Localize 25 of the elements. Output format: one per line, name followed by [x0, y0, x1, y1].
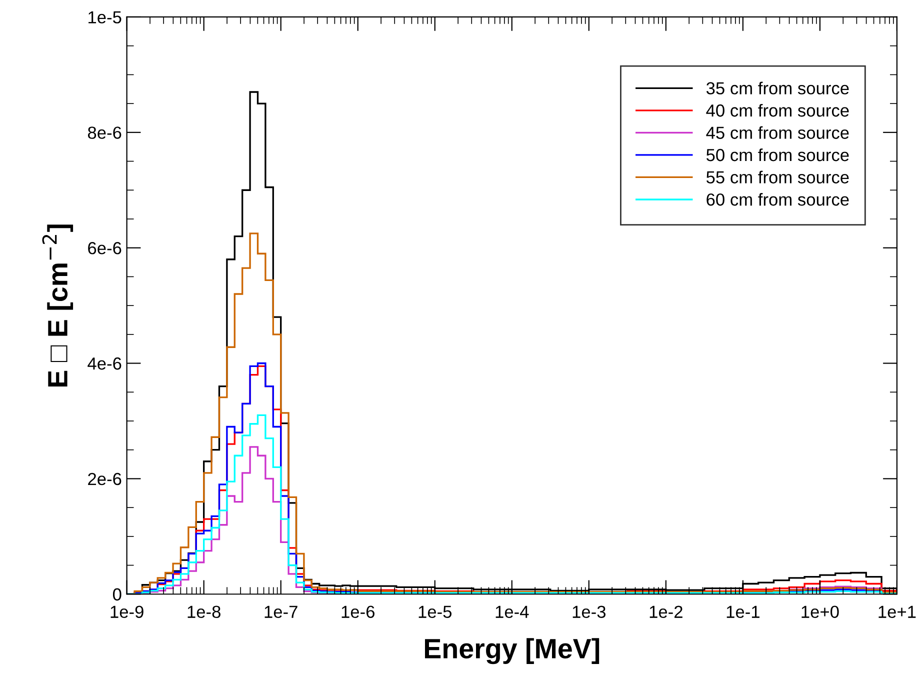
- x-tick-label: 1e-9: [110, 606, 144, 618]
- y-tick-label: 8e-6: [88, 126, 122, 139]
- y-axis-title: E □ E [cm$^{−2}$]: [42, 224, 74, 386]
- x-tick-label: 1e-8: [188, 606, 220, 618]
- legend-label: 60 cm from source: [706, 193, 849, 206]
- x-tick-label: 1e-5: [418, 606, 452, 618]
- x-tick-label: 1e+0: [802, 606, 839, 618]
- y-tick-label: 1e-5: [88, 11, 122, 24]
- legend-label: 35 cm from source: [706, 82, 849, 94]
- x-tick-label: 1e-4: [496, 606, 529, 618]
- y-tick-label: 0: [112, 588, 122, 601]
- x-tick-label: 1e-3: [572, 606, 606, 618]
- legend-label: 45 cm from source: [706, 126, 849, 139]
- y-tick-label: 6e-6: [88, 242, 122, 254]
- legend-label: 55 cm from source: [706, 170, 849, 184]
- y-tick-label: 2e-6: [88, 472, 122, 486]
- x-tick-label: 1e-2: [650, 606, 682, 618]
- legend-label: 50 cm from source: [706, 148, 849, 162]
- x-tick-label: 1e+1: [878, 606, 916, 618]
- x-tick-label: 1e-1: [726, 606, 760, 618]
- x-tick-label: 1e-6: [342, 606, 374, 618]
- legend-label: 40 cm from source: [706, 104, 849, 117]
- x-axis-title: Energy [MeV]: [424, 638, 600, 664]
- x-tick-label: 1e-7: [264, 606, 298, 618]
- y-tick-label: 4e-6: [88, 357, 122, 370]
